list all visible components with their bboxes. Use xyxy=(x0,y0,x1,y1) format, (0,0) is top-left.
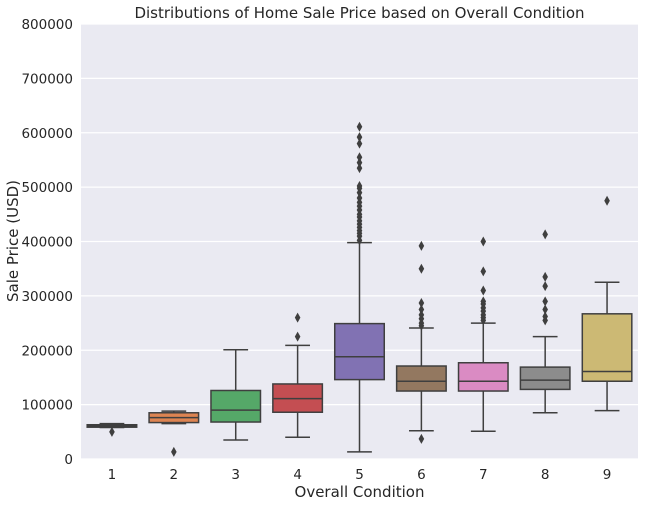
outlier-point xyxy=(294,331,301,342)
y-tick-label: 500000 xyxy=(21,180,73,196)
box-group-1 xyxy=(86,422,138,437)
boxes xyxy=(86,121,633,457)
outlier-point xyxy=(356,181,363,192)
x-tick-label: 1 xyxy=(108,467,117,483)
box-group-5 xyxy=(333,121,386,453)
outlier-point xyxy=(542,304,548,315)
y-tick-label: 600000 xyxy=(21,126,73,142)
outlier-point xyxy=(542,311,548,322)
outlier-point xyxy=(418,433,425,444)
outlier-point xyxy=(171,446,177,457)
outlier-point xyxy=(418,263,425,274)
y-axis-label: Sale Price (USD) xyxy=(4,180,22,302)
box-group-8 xyxy=(519,229,571,414)
y-tick-labels: 0 100000 200000 300000 400000 500000 600000 700… xyxy=(21,17,73,468)
outlier-point xyxy=(109,426,115,437)
x-tick-label: 9 xyxy=(603,467,612,483)
box-iqr xyxy=(457,362,509,392)
outlier-point xyxy=(356,138,363,149)
box-group-4 xyxy=(272,312,324,438)
outlier-point xyxy=(356,121,363,132)
outlier-point xyxy=(542,271,548,282)
box-group-7 xyxy=(457,236,509,433)
y-tick-label: 700000 xyxy=(21,71,73,87)
x-tick-label: 6 xyxy=(417,467,426,483)
outlier-point xyxy=(542,281,548,292)
box-group-3 xyxy=(210,348,262,441)
box-iqr xyxy=(210,389,262,423)
outlier-point xyxy=(356,157,363,168)
outlier-point xyxy=(356,132,363,143)
y-tick-label: 0 xyxy=(64,452,73,468)
x-tick-label: 3 xyxy=(231,467,240,483)
outlier-point xyxy=(418,297,425,308)
y-tick-label: 100000 xyxy=(21,398,73,414)
outlier-point xyxy=(356,193,363,203)
outlier-point xyxy=(294,312,301,323)
x-axis-label: Overall Condition xyxy=(295,483,425,501)
outlier-point xyxy=(542,229,548,240)
outlier-point xyxy=(356,152,363,163)
y-tick-label: 300000 xyxy=(21,289,73,305)
outlier-point xyxy=(480,285,487,296)
outlier-point xyxy=(604,195,610,206)
box-iqr xyxy=(519,366,571,391)
box-iqr xyxy=(333,322,386,381)
y-tick-label: 800000 xyxy=(21,17,73,33)
y-tick-label: 200000 xyxy=(21,343,73,359)
x-tick-label: 2 xyxy=(170,467,179,483)
outlier-point xyxy=(542,296,548,307)
outlier-point xyxy=(480,296,487,307)
box-iqr xyxy=(395,365,447,392)
box-group-6 xyxy=(395,240,447,444)
outlier-point xyxy=(356,163,363,174)
x-tick-label: 5 xyxy=(355,467,364,483)
outlier-point xyxy=(480,236,487,247)
y-tick-label: 400000 xyxy=(21,235,73,251)
outlier-point xyxy=(418,304,425,315)
box-group-9 xyxy=(581,195,633,412)
outlier-point xyxy=(418,240,425,251)
outlier-point xyxy=(480,266,487,277)
x-tick-label: 4 xyxy=(293,467,302,483)
outlier-point xyxy=(418,309,425,320)
box-iqr xyxy=(581,313,633,382)
x-tick-label: 8 xyxy=(541,467,550,483)
x-tick-labels: 1 2 3 4 5 6 7 8 9 xyxy=(108,467,612,483)
chart-title: Distributions of Home Sale Price based o… xyxy=(134,4,584,22)
box-group-2 xyxy=(148,410,200,457)
x-tick-label: 7 xyxy=(479,467,488,483)
